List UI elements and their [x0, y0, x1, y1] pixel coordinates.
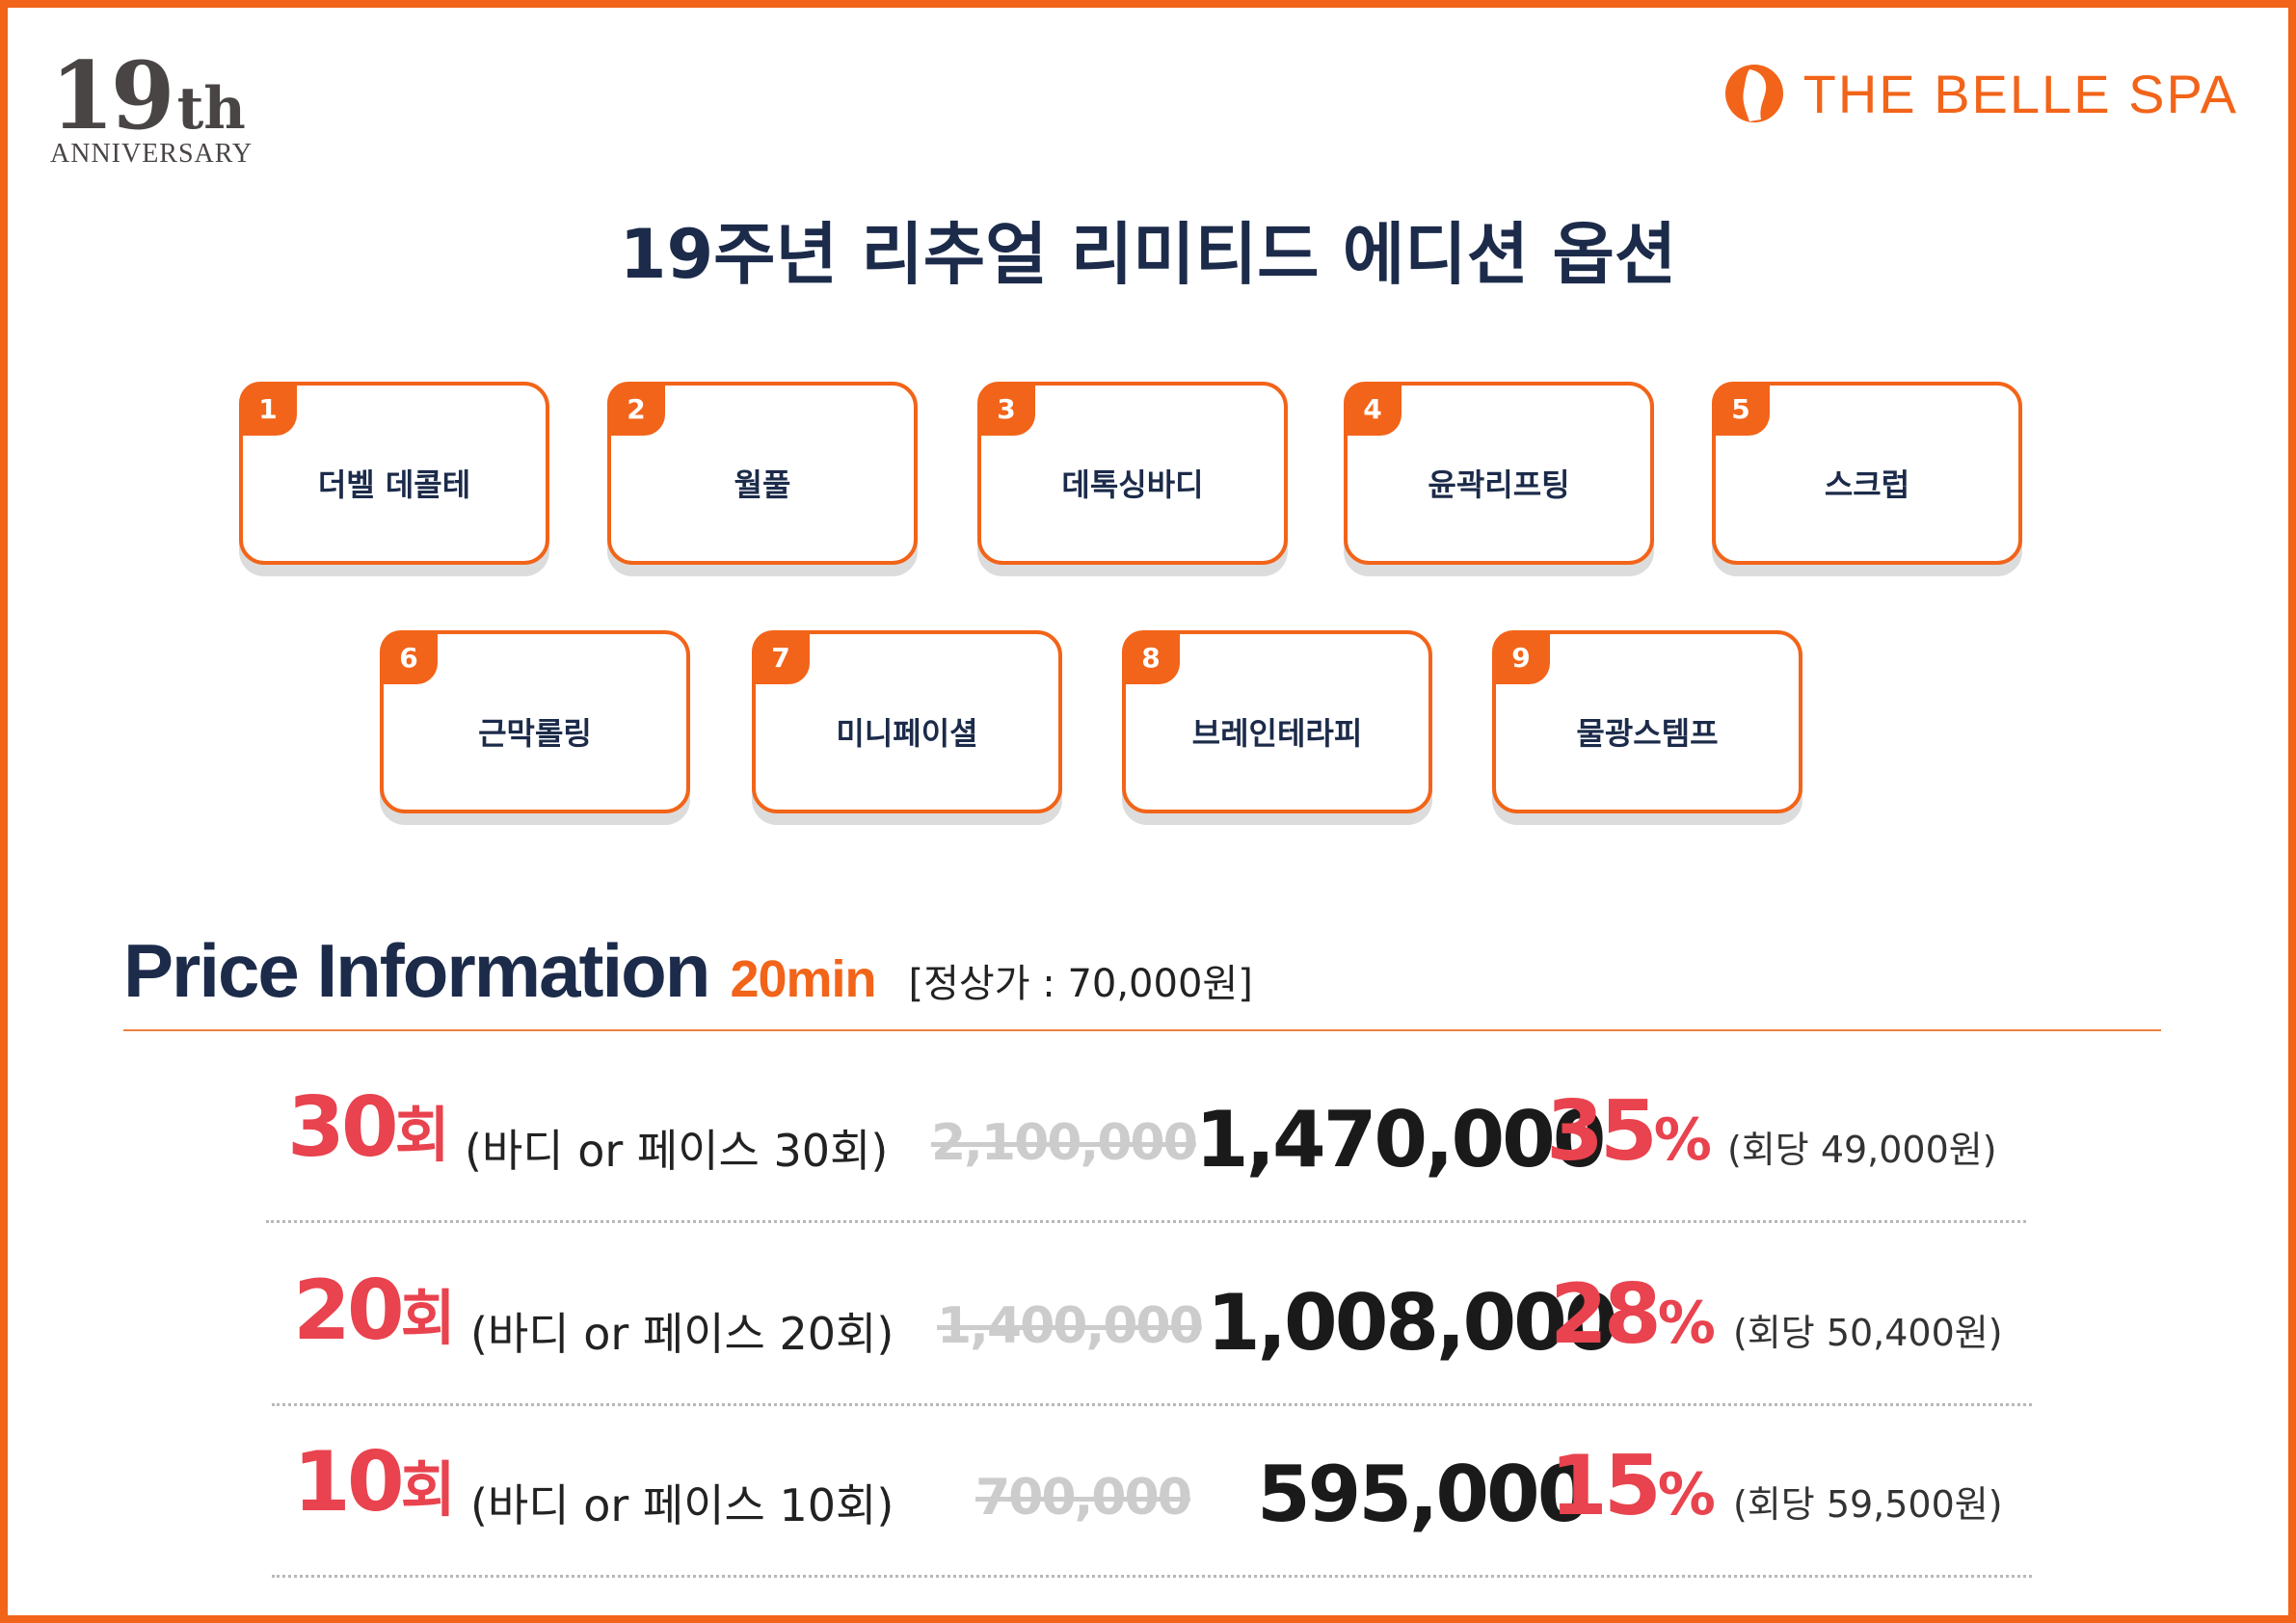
- session-count: 20회: [293, 1263, 456, 1359]
- package-description: (바디 or 페이스 20회): [470, 1308, 894, 1360]
- discount-unit: %: [1657, 1290, 1716, 1357]
- original-price: 1,400,000: [937, 1297, 1204, 1355]
- price-row-20: 20회 (바디 or 페이스 20회) 1,400,000 1,008,000 …: [0, 1263, 2296, 1369]
- discount-unit: %: [1657, 1461, 1716, 1529]
- option-card-1: 1 더벨 데콜테: [239, 382, 549, 565]
- regular-price: [정상가 : 70,000원]: [908, 962, 1253, 1006]
- per-session-price: (회당 49,000원): [1727, 1129, 1997, 1171]
- session-count: 10회: [293, 1434, 456, 1530]
- row-separator: [266, 1220, 2026, 1223]
- option-label: 윤곽리프팅: [1428, 466, 1570, 503]
- original-price: 2,100,000: [931, 1114, 1198, 1172]
- discount-number: 35: [1546, 1083, 1658, 1180]
- discount-rate: 15%: [1550, 1438, 1716, 1534]
- brand-logo: THE BELLE SPA: [1721, 60, 2238, 127]
- option-number-badge: 5: [1712, 382, 1770, 436]
- option-card-4: 4 윤곽리프팅: [1344, 382, 1654, 565]
- option-label: 브레인테라피: [1191, 715, 1363, 752]
- option-number-badge: 4: [1344, 382, 1402, 436]
- option-card-8: 8 브레인테라피: [1122, 630, 1432, 813]
- option-label: 근막롤링: [478, 715, 592, 752]
- option-number-badge: 8: [1122, 630, 1180, 684]
- option-number-badge: 3: [977, 382, 1035, 436]
- anniversary-word: ANNIVERSARY: [50, 139, 254, 169]
- session-count: 30회: [287, 1079, 450, 1176]
- session-count-number: 20: [293, 1263, 405, 1359]
- option-number-badge: 1: [239, 382, 297, 436]
- option-card-2: 2 월풀: [607, 382, 918, 565]
- price-row-30: 30회 (바디 or 페이스 30회) 2,100,000 1,470,000 …: [0, 1079, 2296, 1185]
- price-row-10: 10회 (바디 or 페이스 10회) 700,000 595,000 15% …: [0, 1434, 2296, 1540]
- page-title: 19주년 리추얼 리미티드 에디션 옵션: [619, 215, 1677, 294]
- discount-number: 28: [1550, 1266, 1662, 1363]
- session-duration: 20min: [730, 950, 876, 1008]
- option-label: 더벨 데콜테: [317, 466, 471, 503]
- option-card-3: 3 데톡싱바디: [977, 382, 1288, 565]
- discount-unit: %: [1653, 1106, 1712, 1174]
- option-number-badge: 7: [752, 630, 810, 684]
- woman-silhouette-logo-icon: [1724, 65, 1783, 122]
- brand-name: THE BELLE SPA: [1802, 63, 2238, 124]
- session-count-number: 30: [287, 1079, 399, 1176]
- row-separator: [272, 1575, 2032, 1578]
- anniversary-number: 19: [50, 41, 175, 150]
- price-info-title: Price Information: [123, 928, 710, 1013]
- price-info-header: Price Information 20min [정상가 : 70,000원]: [123, 927, 1253, 1015]
- option-number-badge: 9: [1492, 630, 1550, 684]
- session-count-unit: 회: [400, 1283, 456, 1353]
- sale-price: 595,000: [1257, 1450, 1590, 1539]
- session-count-unit: 회: [394, 1100, 450, 1170]
- session-count-unit: 회: [400, 1454, 456, 1525]
- anniversary-suffix: th: [176, 75, 246, 143]
- sale-price: 1,470,000: [1195, 1095, 1606, 1184]
- option-card-9: 9 물광스템프: [1492, 630, 1802, 813]
- discount-number: 15: [1550, 1438, 1662, 1534]
- option-label: 물광스템프: [1576, 715, 1719, 752]
- original-price: 700,000: [975, 1469, 1192, 1527]
- per-session-price: (회당 59,500원): [1733, 1483, 2003, 1526]
- discount-rate: 28%: [1550, 1266, 1716, 1363]
- option-label: 미니페이셜: [836, 715, 978, 752]
- per-session-price: (회당 50,400원): [1733, 1312, 2003, 1354]
- option-label: 월풀: [734, 466, 791, 503]
- option-label: 데톡싱바디: [1061, 466, 1204, 503]
- option-number-badge: 6: [380, 630, 438, 684]
- row-separator: [272, 1403, 2032, 1406]
- session-count-number: 10: [293, 1434, 405, 1530]
- discount-rate: 35%: [1546, 1083, 1712, 1180]
- option-card-7: 7 미니페이셜: [752, 630, 1062, 813]
- option-label: 스크럽: [1824, 466, 1910, 503]
- divider: [123, 1029, 2161, 1031]
- sale-price: 1,008,000: [1207, 1278, 1617, 1368]
- package-description: (바디 or 페이스 30회): [465, 1125, 889, 1177]
- option-card-6: 6 근막롤링: [380, 630, 690, 813]
- option-card-5: 5 스크럽: [1712, 382, 2022, 565]
- package-description: (바디 or 페이스 10회): [470, 1479, 894, 1531]
- option-number-badge: 2: [607, 382, 665, 436]
